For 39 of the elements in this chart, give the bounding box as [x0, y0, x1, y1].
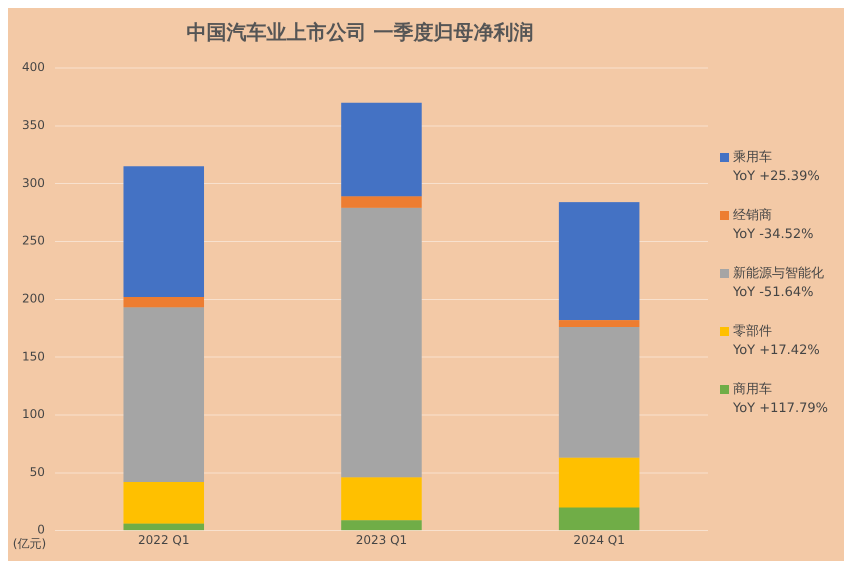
bar: [123, 296, 204, 308]
text: YoY -51.64%: [733, 285, 815, 300]
x-tick-label: 2022 Q1: [138, 532, 190, 547]
bar: [558, 458, 640, 508]
bar: [341, 477, 422, 520]
y-tick-label: 150: [22, 349, 45, 364]
text: YoY -34.52%: [733, 227, 815, 242]
y-tick-label: 50: [30, 464, 45, 479]
bar: [341, 520, 422, 530]
legend-label: 零部件: [733, 323, 772, 340]
y-tick-label: 350: [22, 118, 45, 132]
text: YoY +117.79%: [733, 401, 829, 416]
bar: [123, 307, 204, 482]
chart-title: 中国汽车业上市公司 一季度归母净利润: [186, 20, 534, 44]
y-tick-label: 400: [22, 60, 45, 74]
bar: [123, 482, 204, 524]
y-axis-title: (亿元): [12, 536, 46, 551]
bar: [558, 320, 640, 328]
legend-label: 新能源与智能化: [733, 265, 824, 282]
y-tick-label: 200: [22, 291, 45, 306]
bar: [123, 166, 204, 297]
bar: [341, 102, 422, 196]
y-tick-label: 300: [22, 176, 45, 190]
y-tick-label: 100: [22, 407, 45, 422]
x-tick-label: 2023 Q1: [356, 532, 408, 547]
text: YoY +17.42%: [733, 343, 821, 358]
bar: [558, 202, 640, 320]
bar: [341, 196, 422, 208]
bar: [558, 507, 640, 530]
legend-label: 商用车: [733, 381, 772, 398]
text: YoY +25.39%: [733, 169, 821, 184]
legend-label: 乘用车: [733, 149, 772, 166]
y-tick-label: 0: [37, 522, 45, 537]
bar: [341, 208, 422, 478]
legend-label: 经销商: [733, 207, 772, 224]
bar: [558, 327, 640, 458]
bar: [123, 524, 204, 530]
x-tick-label: 2024 Q1: [573, 532, 625, 547]
y-tick-label: 250: [22, 234, 45, 248]
